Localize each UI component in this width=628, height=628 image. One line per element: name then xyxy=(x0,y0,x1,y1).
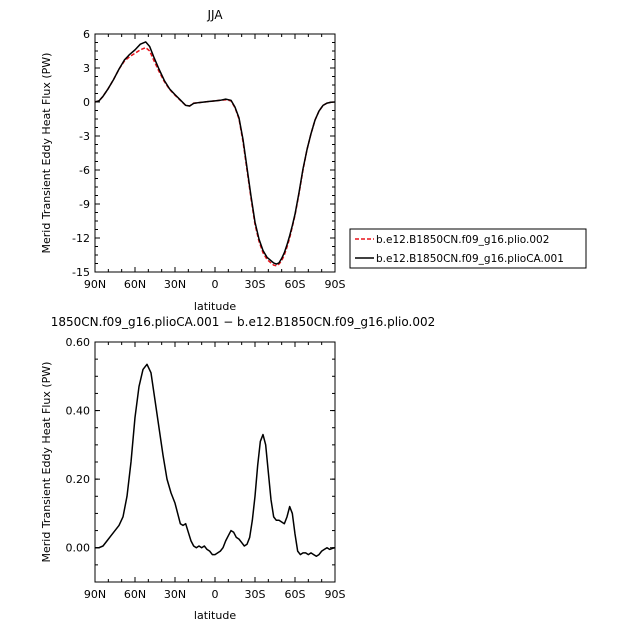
top-y-tick-label: 3 xyxy=(83,62,90,75)
bottom-x-tick-label: 60N xyxy=(124,588,146,601)
top-plot-frame xyxy=(94,33,336,273)
top-y-axis-label: Merid Transient Eddy Heat Flux (PW) xyxy=(40,53,53,254)
top-y-tick-label: -9 xyxy=(79,198,90,211)
top-y-tick-label: -6 xyxy=(79,164,90,177)
top-series-line-0 xyxy=(94,46,336,267)
bottom-series-line-0 xyxy=(95,363,336,558)
legend-label-plio: b.e12.B1850CN.f09_g16.plio.002 xyxy=(376,234,549,246)
bottom-panel: 1850CN.f09_g16.plioCA.001 − b.e12.B1850C… xyxy=(40,315,435,622)
bottom-x-tick-label: 90N xyxy=(84,588,106,601)
bottom-x-tick-label: 30N xyxy=(164,588,186,601)
legend: b.e12.B1850CN.f09_g16.plio.002 b.e12.B18… xyxy=(349,228,587,269)
top-y-tick-label: 6 xyxy=(83,28,90,41)
top-x-tick-label: 30N xyxy=(164,278,186,291)
top-x-tick-label: 90N xyxy=(84,278,106,291)
legend-label-plioca: b.e12.B1850CN.f09_g16.plioCA.001 xyxy=(376,253,564,265)
top-x-tick-label: 60N xyxy=(124,278,146,291)
bottom-x-tick-label: 0 xyxy=(212,588,219,601)
top-x-tick-label: 60S xyxy=(285,278,306,291)
bottom-y-tick-label: 0.60 xyxy=(66,336,91,349)
top-series-line-1 xyxy=(94,41,336,265)
bottom-x-axis-label: latitude xyxy=(194,609,236,622)
bottom-y-axis-label: Merid Transient Eddy Heat Flux (PW) xyxy=(40,362,53,563)
top-y-tick-label: -3 xyxy=(79,130,90,143)
top-panel: JJA 90N 60N 30N 0 30S 60S 90S 6 3 0 -3 -6 -9 -12 -15 l… xyxy=(40,8,346,313)
legend-box xyxy=(349,228,587,269)
top-y-tick-label: 0 xyxy=(83,96,90,109)
top-y-tick-label: -15 xyxy=(72,266,90,279)
bottom-y-tick-label: 0.20 xyxy=(66,473,91,486)
top-x-tick-label: 90S xyxy=(325,278,346,291)
top-x-tick-label: 0 xyxy=(212,278,219,291)
bottom-chart-title: 1850CN.f09_g16.plioCA.001 − b.e12.B1850C… xyxy=(51,315,435,329)
bottom-x-tick-label: 60S xyxy=(285,588,306,601)
bottom-x-tick-label: 30S xyxy=(245,588,266,601)
bottom-x-tick-label: 90S xyxy=(325,588,346,601)
bottom-y-tick-label: 0.00 xyxy=(66,542,91,555)
top-x-tick-label: 30S xyxy=(245,278,266,291)
top-chart-title: JJA xyxy=(206,8,223,22)
top-x-axis-label: latitude xyxy=(194,300,236,313)
top-y-tick-label: -12 xyxy=(72,232,90,245)
bottom-y-tick-label: 0.40 xyxy=(66,405,91,418)
